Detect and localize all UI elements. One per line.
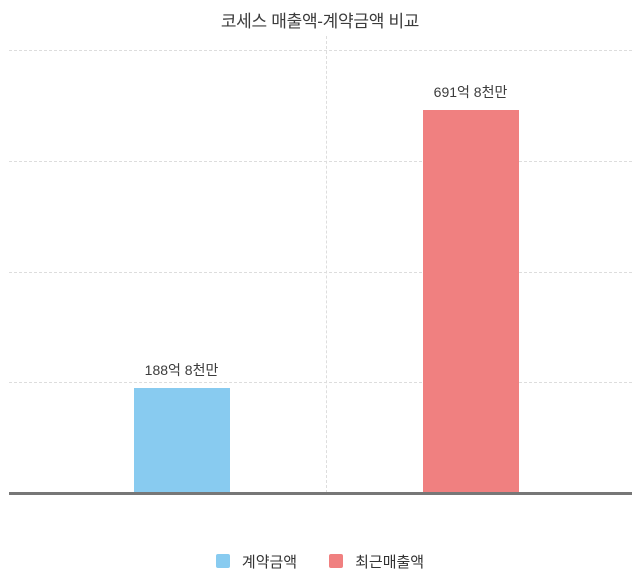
vertical-gridline: [326, 36, 327, 493]
chart-title: 코세스 매출액-계약금액 비교: [220, 12, 420, 31]
legend-label: 계약금액: [241, 553, 298, 571]
plot-area: 188억 8천만 691억 8천만: [9, 36, 632, 493]
legend: 계약금액 최근매출액: [0, 551, 640, 571]
legend-swatch-icon: [215, 554, 230, 568]
y-gridline: [9, 382, 632, 384]
y-gridline: [9, 160, 632, 162]
y-gridline: [9, 50, 632, 51]
legend-item-contract-amount: 계약금액: [215, 551, 298, 572]
x-axis-line: [9, 492, 632, 495]
bar-value-label: 691억 8천만: [433, 83, 508, 100]
y-gridline: [9, 271, 632, 273]
legend-item-recent-revenue: 최근매출액: [329, 551, 424, 572]
legend-label: 최근매출액: [355, 553, 425, 571]
legend-swatch-icon: [329, 554, 344, 568]
bar-value-label: 188억 8천만: [144, 362, 219, 379]
bar-contract-amount: [133, 388, 230, 493]
bar-recent-revenue: [422, 109, 519, 493]
